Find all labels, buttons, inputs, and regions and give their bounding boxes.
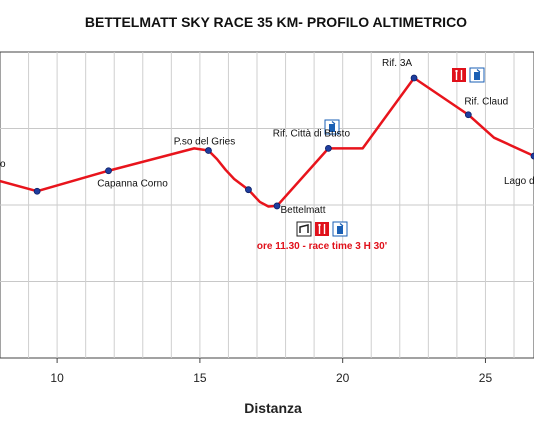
elevation-line (0, 76, 534, 208)
race-time-annotation: ore 11.30 - race time 3 H 30' (257, 241, 387, 252)
x-tick-label: 20 (336, 371, 350, 385)
food-icon (452, 68, 466, 82)
waypoint-label: Bettelmatt (280, 205, 325, 216)
waypoint-label: Rif. Claud (464, 97, 508, 108)
waypoint-label: Lago d (504, 176, 534, 187)
x-axis-label: Distanza (244, 400, 302, 416)
waypoint-label: Capanna Corno (97, 179, 168, 190)
chart-title: BETTELMATT SKY RACE 35 KM- PROFILO ALTIM… (85, 14, 467, 30)
waypoint-marker (530, 152, 534, 160)
waypoint-labels: o Capanna Corno P.so del Gries Rif. Città d… (0, 58, 534, 216)
x-tick-label: 15 (193, 371, 207, 385)
waypoint-marker (410, 74, 418, 82)
x-tick-label: 10 (50, 371, 64, 385)
waypoint-marker (464, 111, 472, 119)
waypoint-label: P.so del Gries (174, 137, 236, 148)
waypoint-marker (105, 167, 112, 175)
waypoint-marker (324, 144, 332, 152)
food-icon (315, 222, 329, 236)
lift-icon (296, 221, 312, 237)
waypoint-marker (33, 187, 41, 195)
x-axis-ticks: 10 15 20 25 (50, 358, 492, 385)
waypoint-marker (245, 186, 252, 194)
water-icon (324, 119, 340, 135)
waypoint-label: Rif. 3A (382, 58, 412, 69)
service-icons (296, 67, 485, 237)
waypoint-markers (33, 74, 534, 210)
water-icon (469, 67, 485, 83)
waypoint-label: o (0, 159, 6, 170)
waypoint-label: Rif. Città di Busto (273, 128, 351, 139)
waypoint-marker (205, 147, 212, 154)
x-tick-label: 25 (479, 371, 493, 385)
water-icon (332, 221, 348, 237)
waypoint-marker (273, 202, 281, 210)
